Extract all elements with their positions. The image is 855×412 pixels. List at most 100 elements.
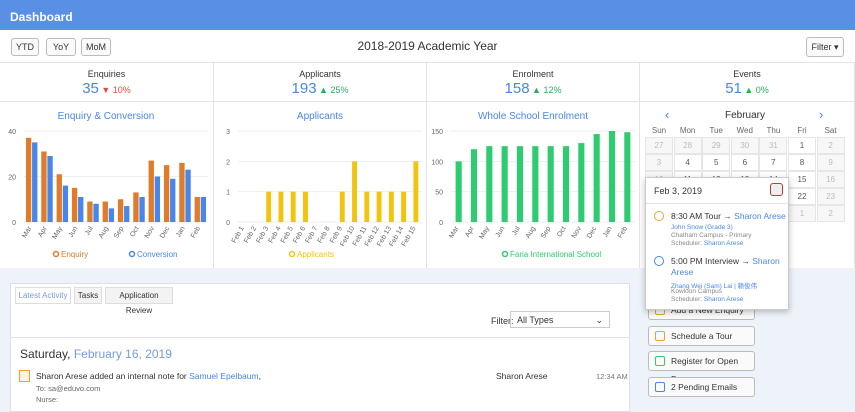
stat-delta: ▲ 12% [529,85,562,95]
event-title: 8:30 AM Tour → Sharon Arese [671,211,786,221]
x-tick-label: Feb [617,225,629,239]
x-tick-label: Dec [159,225,172,240]
x-tick-label: Jan [175,225,187,238]
month: February [724,110,765,121]
legend-item: Enquiry [52,250,88,259]
bar [78,196,84,222]
weekday: Fri [797,126,807,135]
activity-text: Sharon Arese added an internal note for … [36,371,261,381]
stat-value-row: 35 ▼ 10% [0,80,213,97]
chart-title: Enquiry & Conversion [58,111,155,122]
event-campus: Kowloon Campus [671,288,722,295]
weekday: Thu [766,126,781,135]
divider [214,101,426,102]
bar [608,131,616,222]
target[interactable]: Samuel Epelbaum [189,371,259,381]
x-tick-label: Nov [144,225,157,240]
event-host[interactable]: Sharon Arese [734,211,786,221]
punct: , [258,371,261,381]
x-tick-label: Sep [540,225,552,239]
bar [32,142,38,222]
day: Saturday, [20,347,71,361]
tab[interactable]: Tasks [74,287,102,304]
bar [139,196,145,222]
action-button[interactable]: 2 Pending Emails [648,376,755,397]
activity-extra: Nurse: [36,395,59,404]
event-icon [654,256,664,266]
panel: Enquiries 35 ▼ 10% [0,62,214,268]
y-tick-label: 3 [226,129,230,136]
legend-label: Conversion [137,250,177,259]
bar [154,176,161,222]
event-student: John Snow (Grade 3) [671,224,733,231]
day-cell: 2 [816,205,845,222]
x-tick-label: Mar [448,225,460,240]
stat-value-row: 193 ▲ 25% [214,80,426,97]
stat-value: 51 [725,80,742,97]
stat-delta: ▼ 10% [98,85,131,95]
x-tick-label: Apr [37,225,49,239]
academic-year[interactable]: 2018-2019 Academic Year [357,39,498,53]
bar [185,169,191,222]
bar [624,132,631,222]
popup-close[interactable] [770,183,783,196]
x-tick-label: May [478,225,491,240]
bar [290,191,296,222]
event-campus: Chatham Campus - Primary [671,232,752,239]
filter-select[interactable]: All Types ⌄ [510,311,610,328]
day-cell: 4 [673,154,702,171]
day-cell: 8 [788,154,816,171]
legend-label: Applicants [297,250,334,259]
legend-swatch [288,250,296,258]
divider [640,101,854,102]
delta-value: 10% [112,85,131,95]
x-tick-label: Jun [495,225,507,238]
day-cell: 6 [730,154,759,171]
bar [278,191,284,222]
legend-item: Faria International School [501,250,601,259]
legend-item: Applicants [288,250,334,259]
bar [501,146,508,222]
period-button[interactable]: YTD [11,38,39,56]
day-cell: 23 [816,188,845,205]
action-label: Add a New Enquiry [671,305,744,315]
popup-date: Feb 3, 2019 [654,186,703,196]
stat-delta: ▲ 0% [741,85,769,95]
x-tick-label: Feb [190,225,202,239]
event-host[interactable]: Sharon Arese [671,256,780,277]
event-name: 5:00 PM Interview [671,256,740,266]
weekday: Tue [709,126,723,135]
divider [646,203,788,204]
header-title: Dashboard [0,0,855,30]
bar [102,201,108,222]
x-tick-label: Dec [586,225,599,240]
day-cell: 28 [673,137,702,154]
tab[interactable]: Latest Activity [15,287,71,304]
activity-time: 12:34 AM [596,372,628,381]
y-tick-label: 150 [431,129,443,136]
action-button[interactable]: Schedule a Tour [648,325,755,346]
bar [578,143,585,222]
bar [352,161,357,222]
stat-value-row: 51 ▲ 0% [640,80,854,97]
panel: Applicants 193 ▲ 25% [214,62,427,268]
tab[interactable]: Application Review [105,287,173,315]
period-button[interactable]: MoM [81,38,111,56]
x-tick-label: Oct [129,225,141,238]
day-cell: 3 [645,154,673,171]
legend-label: Faria International School [510,250,601,259]
prev-arrow[interactable]: ‹ [665,107,670,122]
event-title: 5:00 PM Interview → Sharon Arese [671,256,780,277]
action-button[interactable]: Register for Open Day [648,351,755,384]
day-cell: 1 [788,137,816,154]
stat-value-row: 158 ▲ 12% [427,80,639,97]
x-tick-label: Jul [84,225,95,237]
bar [148,160,154,222]
action-icon [655,330,665,341]
action-icon [655,381,665,392]
filter-value: All Types [517,315,554,325]
period-button[interactable]: YoY [46,38,76,56]
bar [339,191,345,222]
bar [71,187,78,222]
filter-button[interactable]: Filter ▾ [806,37,844,57]
